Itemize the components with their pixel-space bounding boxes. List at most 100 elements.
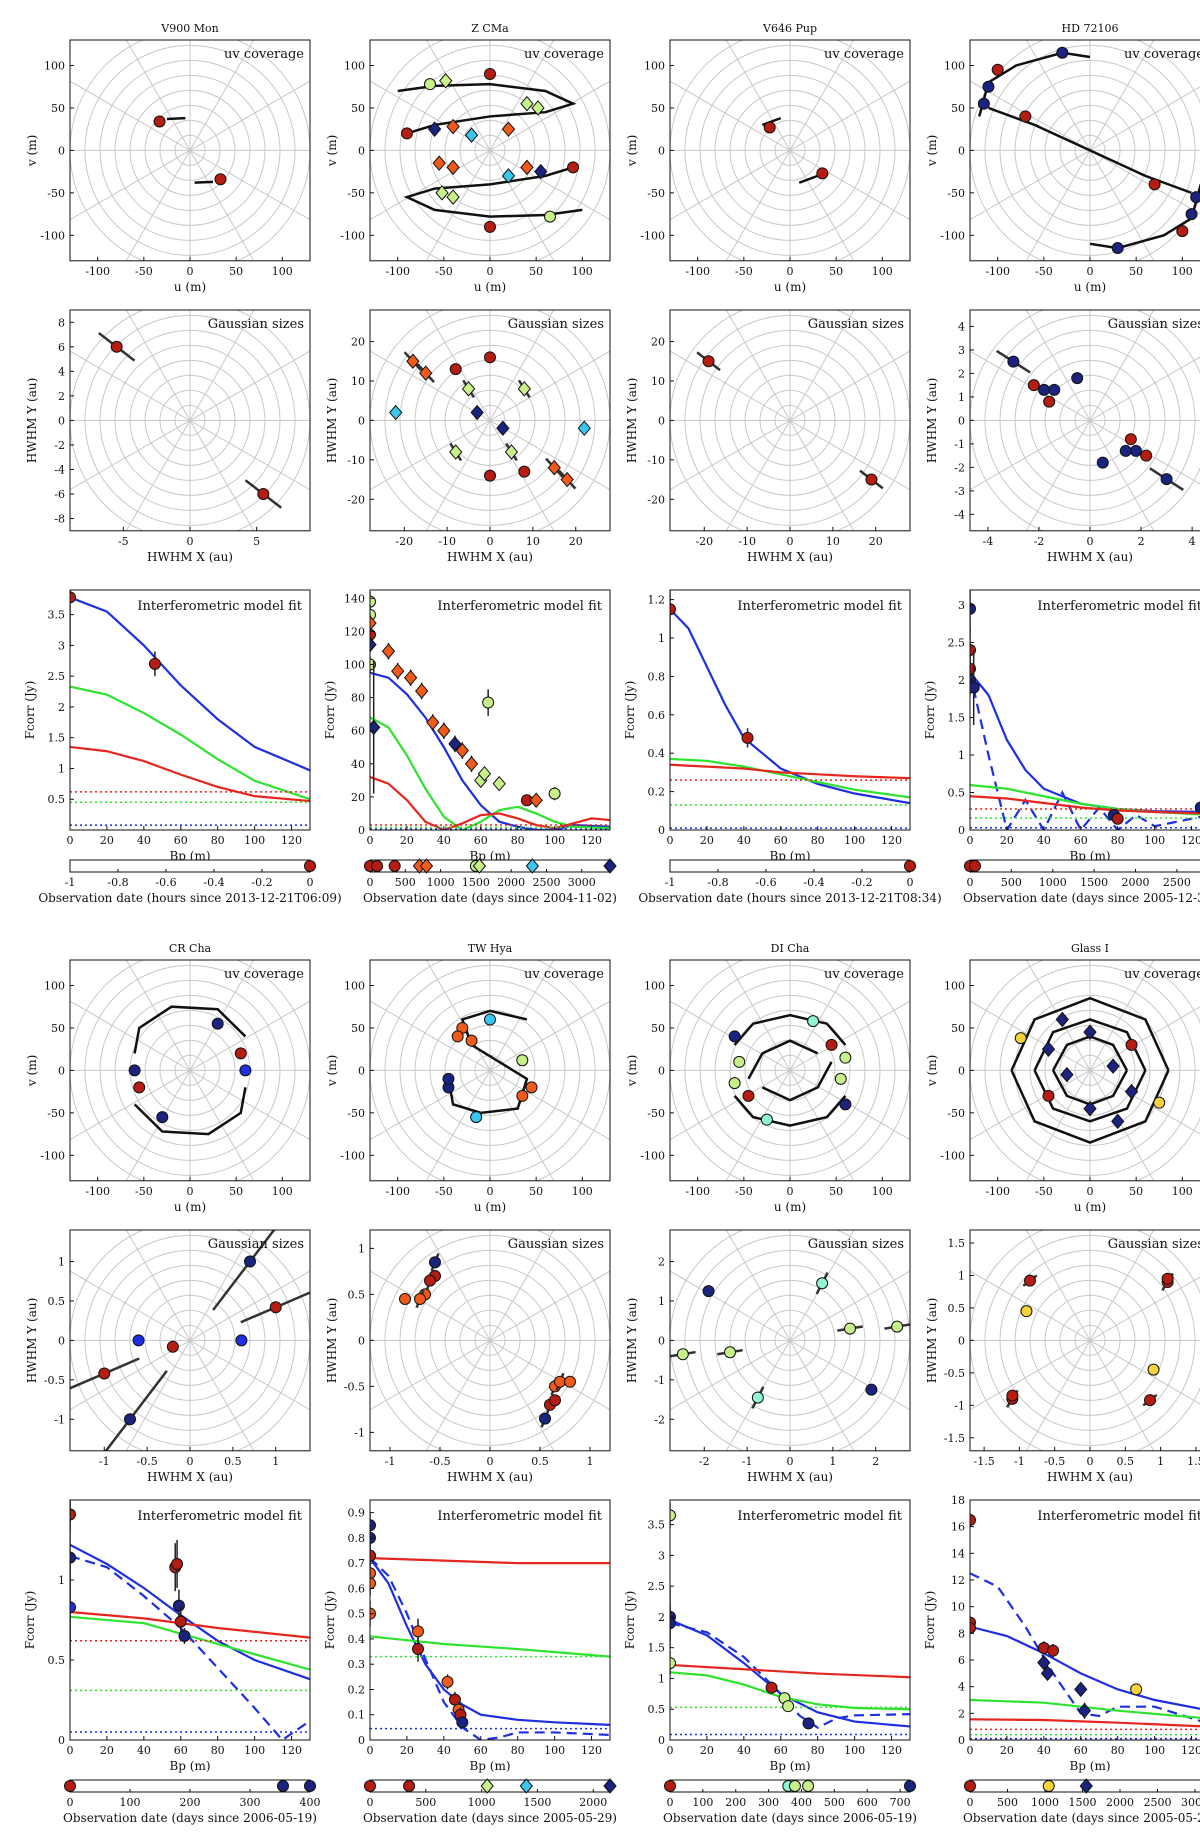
y-tick-label: 0.5 xyxy=(48,793,66,806)
flux-point xyxy=(437,722,451,739)
x-tick-label: 100 xyxy=(844,1744,865,1757)
uv-point xyxy=(763,121,776,134)
date-point xyxy=(480,1778,494,1794)
gaussian-point xyxy=(1119,444,1132,457)
uv-point xyxy=(439,72,453,89)
date-point xyxy=(519,1778,533,1794)
gaussian-point xyxy=(676,1348,689,1361)
y-tick-label: -50 xyxy=(947,1107,965,1120)
polar-spoke xyxy=(370,1339,491,1411)
flux-point xyxy=(370,636,377,653)
date-tick-label: -1 xyxy=(665,876,676,889)
gaussian-point xyxy=(484,469,496,482)
fit-plot-area xyxy=(370,1512,610,1740)
polar-spoke xyxy=(70,80,191,151)
date-axis-frame xyxy=(369,859,611,873)
x-tick-label: 100 xyxy=(572,1185,593,1198)
gaussian-point xyxy=(235,1334,248,1347)
uv-track xyxy=(747,1039,819,1080)
uv-point xyxy=(816,167,829,180)
date-tick-label: -0.4 xyxy=(803,876,824,889)
y-tick-label: -0.5 xyxy=(944,1367,965,1380)
x-tick-label: -20 xyxy=(695,535,713,548)
y-tick-label: 1 xyxy=(358,1242,365,1255)
flux-point xyxy=(455,742,469,759)
flux-point xyxy=(670,1509,676,1522)
date-axis-frame xyxy=(69,859,311,873)
date-tick-label: 300 xyxy=(240,1796,261,1809)
panel-annotation: uv coverage xyxy=(524,967,604,982)
uv-point xyxy=(484,67,496,80)
gaussian-point xyxy=(549,1394,561,1407)
y-tick-label: 0.9 xyxy=(348,1507,366,1520)
uv-point xyxy=(214,173,227,186)
date-tick-label: 100 xyxy=(120,1796,141,1809)
y-tick-label: -100 xyxy=(40,1149,65,1162)
x-tick-label: 0 xyxy=(1087,265,1094,278)
x-axis-label: HWHM X (au) xyxy=(447,1470,533,1484)
x-tick-label: 40 xyxy=(137,834,151,847)
y-tick-label: 50 xyxy=(51,102,65,115)
polar-spoke xyxy=(125,1340,191,1451)
panel-annotation: Interferometric model fit xyxy=(737,599,902,614)
y-tick-label: 50 xyxy=(951,102,965,115)
y-tick-label: 100 xyxy=(944,979,965,992)
polar-spoke xyxy=(189,1340,255,1451)
panel-annotation: Interferometric model fit xyxy=(437,1509,602,1524)
gaussian-point xyxy=(1071,372,1084,385)
uv-point xyxy=(464,127,479,143)
y-tick-label: 0 xyxy=(58,1334,65,1347)
fit-plot-area xyxy=(970,1513,1200,1740)
x-tick-label: 20 xyxy=(700,834,714,847)
flux-point xyxy=(548,787,561,800)
flux-point xyxy=(492,775,506,792)
uv-point xyxy=(435,185,449,201)
y-tick-label: -1 xyxy=(54,1413,65,1426)
y-tick-label: -1 xyxy=(354,1426,365,1439)
plot-area xyxy=(370,40,610,261)
x-tick-label: 60 xyxy=(174,1744,188,1757)
x-tick-label: 0 xyxy=(667,1744,674,1757)
flux-point xyxy=(477,765,492,782)
y-tick-label: 0.5 xyxy=(348,1608,366,1621)
x-tick-label: 0 xyxy=(487,1185,494,1198)
flux-point xyxy=(1130,1683,1143,1696)
y-tick-label: 1 xyxy=(958,749,965,762)
x-tick-label: 100 xyxy=(1144,834,1165,847)
gaussian-point xyxy=(484,351,496,364)
date-axis-label: Observation date (days since 2006-05-19) xyxy=(663,1811,917,1825)
fit-axes-frame xyxy=(669,589,911,831)
date-tick-label: 0 xyxy=(367,1796,374,1809)
polar-spoke xyxy=(789,1339,910,1411)
y-tick-label: 2 xyxy=(58,701,65,714)
y-tick-label: -2 xyxy=(654,1413,665,1426)
x-tick-label: 120 xyxy=(881,1744,902,1757)
x-tick-label: -0.5 xyxy=(429,1455,450,1468)
polar-spoke xyxy=(489,1340,555,1451)
flux-point xyxy=(174,1615,187,1628)
polar-spoke xyxy=(789,1000,910,1071)
polar-spoke xyxy=(1089,960,1155,1071)
flux-point xyxy=(70,1551,76,1564)
y-tick-label: 14 xyxy=(951,1547,965,1560)
y-tick-label: 1 xyxy=(658,632,665,645)
x-axis-label: Bp (m) xyxy=(769,1759,810,1773)
x-tick-label: 0.5 xyxy=(531,1455,549,1468)
y-tick-label: 0 xyxy=(358,144,365,157)
x-tick-label: 0.5 xyxy=(1117,1455,1135,1468)
gaussian-point xyxy=(518,465,531,478)
x-tick-label: 0 xyxy=(787,265,794,278)
polar-spoke xyxy=(1025,150,1091,261)
x-tick-label: 20 xyxy=(700,1744,714,1757)
gaussian-point xyxy=(702,1285,715,1298)
date-axis-label: Observation date (hours since 2013-12-21… xyxy=(38,891,341,905)
x-tick-label: 0 xyxy=(787,1455,794,1468)
fit-axes-frame xyxy=(369,1499,611,1741)
y-tick-label: 100 xyxy=(344,979,365,992)
panel-annotation: uv coverage xyxy=(1124,967,1200,982)
y-tick-label: 0 xyxy=(58,1064,65,1077)
date-tick-label: 1500 xyxy=(1080,876,1108,889)
polar-spoke xyxy=(489,149,610,221)
flux-point xyxy=(403,669,418,686)
